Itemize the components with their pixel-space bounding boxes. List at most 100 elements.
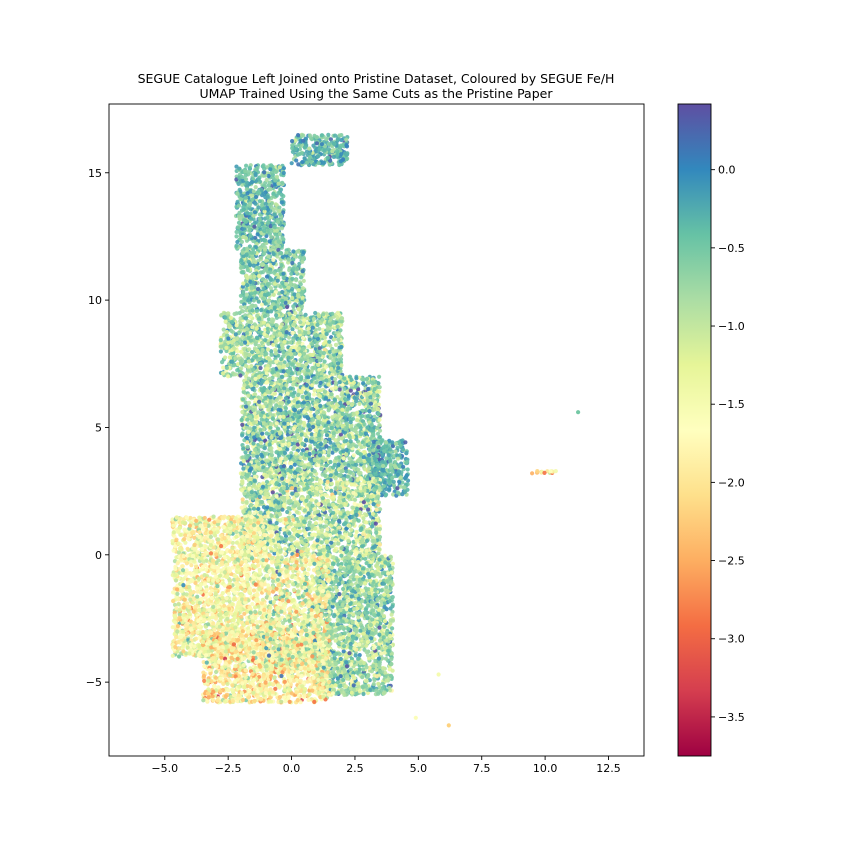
scatter-point	[244, 180, 249, 185]
scatter-point	[295, 432, 300, 437]
scatter-point	[262, 314, 267, 319]
scatter-point	[292, 444, 297, 449]
scatter-point	[278, 400, 283, 405]
scatter-point	[263, 301, 268, 306]
scatter-point	[258, 270, 263, 275]
scatter-point	[283, 406, 288, 411]
scatter-point	[274, 174, 279, 179]
scatter-point	[255, 287, 261, 292]
scatter-point	[238, 305, 244, 310]
scatter-point	[403, 476, 408, 481]
scatter-point	[274, 323, 279, 328]
scatter-point	[278, 306, 283, 311]
scatter-point	[273, 202, 278, 207]
scatter-point	[287, 268, 292, 273]
scatter-point	[375, 425, 380, 431]
scatter-point	[240, 422, 245, 427]
scatter-point	[271, 257, 276, 262]
scatter-point	[301, 346, 306, 352]
scatter-point	[240, 193, 245, 198]
scatter-point	[258, 427, 263, 432]
scatter-point	[244, 435, 250, 440]
scatter-point	[401, 464, 406, 469]
scatter-point	[269, 235, 274, 240]
scatter-point	[339, 436, 344, 441]
scatter-point	[263, 395, 268, 400]
scatter-point	[292, 292, 297, 297]
scatter-point	[269, 380, 274, 386]
scatter-point	[319, 334, 324, 339]
scatter-point	[252, 471, 257, 476]
scatter-point	[284, 330, 289, 335]
scatter-point	[252, 447, 258, 452]
scatter-point	[268, 224, 273, 229]
scatter-point	[269, 309, 274, 314]
scatter-point	[297, 151, 302, 156]
scatter-point	[249, 216, 254, 221]
scatter-point	[240, 250, 245, 255]
scatter-point	[253, 303, 258, 309]
scatter-point	[309, 435, 315, 440]
scatter-point	[281, 464, 287, 469]
scatter-point	[340, 411, 345, 416]
scatter-point	[249, 250, 254, 255]
scatter-point	[303, 438, 309, 443]
scatter-point	[371, 439, 376, 444]
scatter-point	[323, 473, 328, 478]
scatter-point	[282, 386, 287, 391]
scatter-point	[262, 206, 267, 211]
scatter-point	[248, 233, 253, 239]
scatter-point	[257, 199, 262, 204]
scatter-point	[283, 396, 289, 401]
scatter-point	[326, 420, 331, 425]
scatter-point	[299, 292, 304, 297]
scatter-point	[405, 467, 410, 472]
scatter-point	[298, 311, 303, 316]
scatter-point	[366, 386, 371, 392]
scatter-point	[259, 387, 264, 393]
scatter-point	[234, 342, 239, 347]
scatter-point	[289, 161, 294, 166]
scatter-points	[170, 132, 581, 728]
scatter-point	[276, 268, 281, 273]
scatter-point	[302, 156, 307, 161]
scatter-point	[251, 258, 256, 263]
scatter-point	[293, 437, 298, 442]
scatter-point	[376, 381, 381, 386]
scatter-point	[286, 355, 291, 360]
scatter-point	[281, 170, 286, 176]
scatter-point	[257, 274, 262, 279]
scatter-point	[268, 286, 273, 291]
scatter-point	[241, 254, 246, 259]
scatter-point	[321, 410, 326, 415]
scatter-point	[243, 316, 248, 321]
scatter-point	[309, 383, 315, 388]
scatter-point	[344, 152, 349, 157]
scatter-point	[265, 292, 270, 297]
scatter-point	[247, 165, 252, 170]
scatter-point	[295, 267, 300, 272]
scatter-point	[280, 180, 285, 185]
scatter-point	[290, 286, 295, 292]
scatter-point	[273, 206, 278, 211]
scatter-point	[297, 371, 302, 376]
scatter-point	[284, 457, 289, 462]
scatter-point	[311, 316, 316, 322]
scatter-point	[310, 341, 315, 347]
scatter-point	[278, 187, 284, 192]
scatter-point	[269, 163, 274, 168]
scatter-point	[315, 154, 320, 159]
scatter-point	[222, 311, 227, 316]
scatter-point	[280, 289, 285, 295]
scatter-point	[272, 270, 277, 275]
scatter-point	[340, 443, 345, 448]
scatter-point	[314, 380, 319, 385]
scatter-point	[275, 235, 280, 240]
scatter-point	[381, 463, 386, 469]
chart-title-line2: UMAP Trained Using the Same Cuts as the …	[200, 86, 554, 101]
scatter-point	[368, 401, 374, 406]
scatter-point	[268, 167, 273, 172]
scatter-point	[307, 427, 312, 432]
scatter-point	[333, 380, 338, 386]
scatter-point	[300, 394, 305, 399]
